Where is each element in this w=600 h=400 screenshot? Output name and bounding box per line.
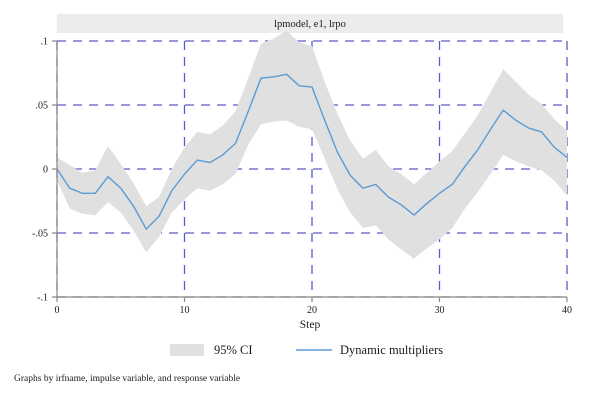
- chart-title: lpmodel, e1, lrpo: [274, 19, 346, 30]
- confidence-interval-band: [57, 30, 567, 259]
- x-axis-title: Step: [300, 319, 321, 331]
- chart-legend: 95% CI Dynamic multipliers: [170, 343, 443, 357]
- y-tick-label: .1: [41, 37, 49, 48]
- x-tick-label: 20: [307, 305, 317, 316]
- title-band: [57, 14, 563, 33]
- figure-note: Graphs by irfname, impulse variable, and…: [14, 373, 240, 384]
- legend-label-ci: 95% CI: [214, 343, 253, 357]
- x-tick-label: 40: [562, 305, 572, 316]
- y-tick-label: -.1: [37, 293, 48, 304]
- legend-label-dynamic-multipliers: Dynamic multipliers: [340, 343, 443, 357]
- x-axis-ticks: 0 10 20 30 40: [55, 297, 572, 316]
- dynamic-multipliers-line: [56, 73, 568, 230]
- x-tick-label: 10: [180, 305, 190, 316]
- y-tick-label: -.05: [32, 229, 48, 240]
- x-tick-label: 0: [55, 305, 60, 316]
- x-tick-label: 30: [435, 305, 445, 316]
- y-tick-label: 0: [43, 165, 48, 176]
- legend-swatch-ci: [170, 344, 204, 356]
- y-tick-label: .05: [36, 101, 49, 112]
- y-axis-ticks: .1 .05 0 -.05 -.1: [32, 37, 57, 304]
